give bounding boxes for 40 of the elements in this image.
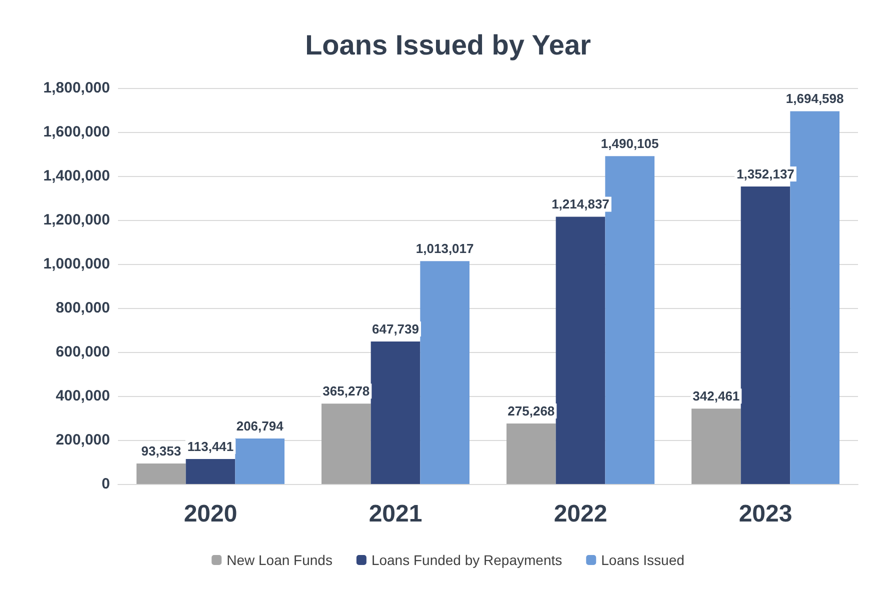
data-label: 206,794	[236, 418, 284, 434]
y-tick-label: 600,000	[56, 344, 110, 360]
data-label: 647,739	[372, 321, 419, 336]
data-label: 1,352,137	[736, 166, 794, 182]
y-tick-label: 400,000	[56, 388, 110, 404]
bar	[235, 438, 284, 484]
y-tick-label: 800,000	[56, 300, 110, 316]
bar	[186, 459, 236, 484]
x-tick-label: 2021	[368, 500, 422, 528]
bar	[506, 423, 556, 484]
legend-label: Loans Issued	[601, 552, 684, 568]
data-label: 342,461	[692, 388, 740, 404]
bar	[556, 216, 606, 484]
y-tick-label: 1,400,000	[43, 168, 110, 184]
y-tick-label: 0	[102, 476, 110, 492]
bar	[322, 404, 371, 484]
legend-label: New Loan Funds	[226, 552, 332, 568]
bar	[136, 463, 186, 484]
x-tick-label: 2020	[184, 500, 238, 528]
chart-title: Loans Issued by Year	[305, 30, 592, 60]
data-label: 275,268	[508, 403, 555, 418]
y-tick-label: 1,600,000	[43, 124, 110, 140]
data-label: 1,490,105	[600, 136, 659, 152]
bar	[370, 341, 420, 484]
bar	[420, 261, 470, 484]
data-label: 93,353	[141, 443, 182, 458]
x-tick-label: 2023	[738, 500, 792, 528]
data-label: 365,278	[322, 384, 370, 399]
bar	[740, 186, 790, 484]
x-tick-label: 2022	[554, 500, 608, 528]
y-tick-label: 1,200,000	[43, 212, 110, 228]
data-label: 1,694,598	[786, 91, 844, 106]
bar	[692, 408, 741, 484]
data-label: 1,013,017	[416, 241, 474, 256]
legend-label: Loans Funded by Repayments	[371, 552, 562, 568]
data-label: 1,214,837	[552, 196, 610, 212]
y-tick-label: 200,000	[56, 432, 110, 448]
y-tick-label: 1,000,000	[43, 256, 110, 272]
data-label: 113,441	[187, 439, 234, 454]
y-tick-label: 1,800,000	[43, 80, 110, 96]
